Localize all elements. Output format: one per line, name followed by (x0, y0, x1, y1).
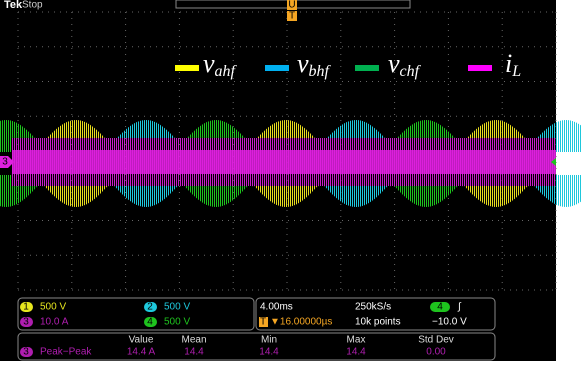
horizontal-scale: 4.00ms (260, 302, 293, 313)
run-status: Stop (22, 0, 43, 11)
measurement-value: 14.4 (259, 347, 279, 358)
channel-number: 3 (23, 317, 29, 328)
legend-symbol: i (505, 49, 512, 78)
channel-scale: 10.0 A (40, 317, 69, 328)
trigger-source: 4 (437, 302, 443, 313)
legend-subscript: ahf (215, 63, 238, 80)
measurement-value: 14.4 A (127, 347, 156, 358)
legend-symbol: v (388, 49, 400, 78)
channel-scale: 500 V (164, 302, 190, 313)
measurement-value: 14.4 (184, 347, 204, 358)
channel-ground-label: 3 (2, 157, 8, 168)
channel-scale: 500 V (164, 317, 190, 328)
legend-subscript: chf (400, 63, 422, 80)
measurement-header: Max (347, 335, 366, 346)
channel-number: 2 (147, 302, 153, 313)
channel-scale: 500 V (40, 302, 66, 313)
legend-subscript: L (511, 63, 521, 80)
measurement-header: Min (261, 335, 277, 346)
brand: Tek (4, 0, 23, 11)
measurement-header: Std Dev (418, 335, 454, 346)
trigger-delay: ▼16.00000µs (270, 317, 332, 328)
trigger-position-label: U (288, 0, 295, 11)
legend-swatch (468, 65, 492, 71)
channel-number: 1 (23, 302, 29, 313)
scope-screen: Tek Stop U T 3 vahfvbhfvchfiL 1500 V2500… (0, 0, 581, 365)
waveforms (0, 120, 581, 207)
measurement-value: 0.00 (426, 347, 446, 358)
legend-swatch (355, 65, 379, 71)
measurement-value: 14.4 (346, 347, 366, 358)
record-length: 10k points (355, 317, 401, 328)
trigger-level: −10.0 V (432, 317, 467, 328)
legend-swatch (175, 65, 199, 71)
measurement-header: Value (129, 335, 154, 346)
legend-subscript: bhf (309, 63, 332, 80)
legend-symbol: v (203, 49, 215, 78)
trigger-delay-icon: T (260, 317, 266, 328)
legend-symbol: v (297, 49, 309, 78)
sample-rate: 250kS/s (355, 302, 391, 313)
current-band-core (12, 150, 556, 174)
legend-swatch (265, 65, 289, 71)
measurement-name: Peak−Peak (40, 347, 92, 358)
channel-number: 4 (147, 317, 153, 328)
measurement-channel: 3 (23, 347, 29, 358)
measurement-header: Mean (181, 335, 206, 346)
trigger-label: T (289, 11, 295, 22)
